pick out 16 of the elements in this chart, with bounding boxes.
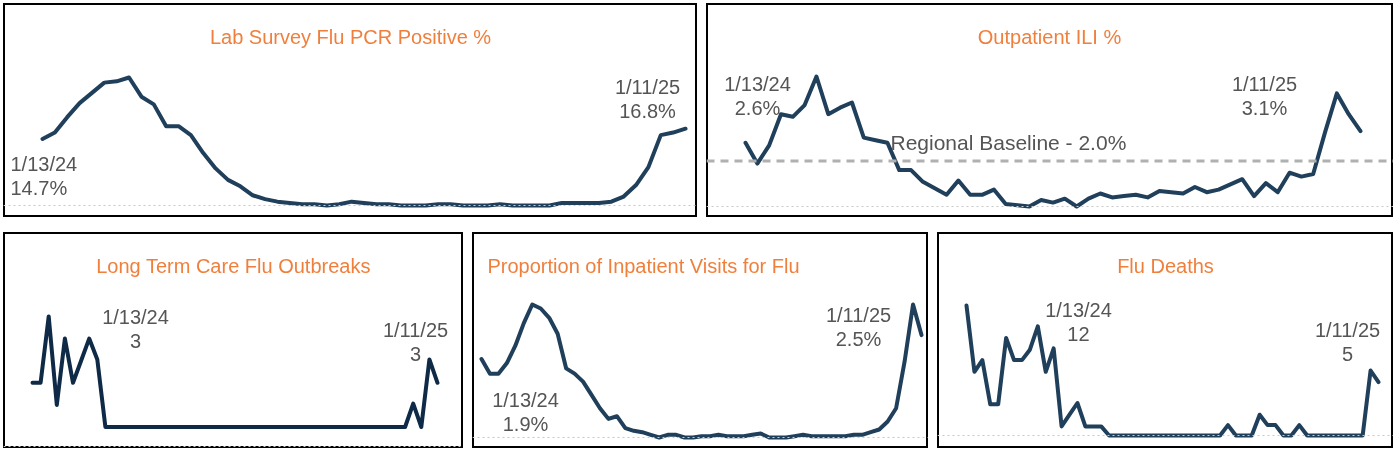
annotation: 1/13/24 14.7% xyxy=(10,152,78,199)
annotation: 1/11/25 16.8% xyxy=(614,75,681,122)
chart-title: Proportion of Inpatient Visits for Flu xyxy=(487,254,800,277)
annotation: 1/13/24 12 xyxy=(1045,298,1112,345)
annotation: 1/11/25 3.1% xyxy=(1231,72,1298,119)
chart-title: Outpatient ILI % xyxy=(977,25,1122,48)
chart-title: Flu Deaths xyxy=(1117,254,1214,277)
annotation: 1/13/24 3 xyxy=(102,305,169,352)
annotation: 1/13/24 2.6% xyxy=(724,72,791,119)
chart-title: Long Term Care Flu Outbreaks xyxy=(96,254,371,277)
annotation: 1/11/25 2.5% xyxy=(825,303,892,350)
ref-line-label: Regional Baseline - 2.0% xyxy=(890,130,1127,154)
chart-title: Lab Survey Flu PCR Positive % xyxy=(209,25,492,48)
annotation: 1/11/25 5 xyxy=(1314,318,1381,365)
annotation: 1/13/24 1.9% xyxy=(492,388,559,435)
annotation: 1/11/25 3 xyxy=(382,318,449,365)
